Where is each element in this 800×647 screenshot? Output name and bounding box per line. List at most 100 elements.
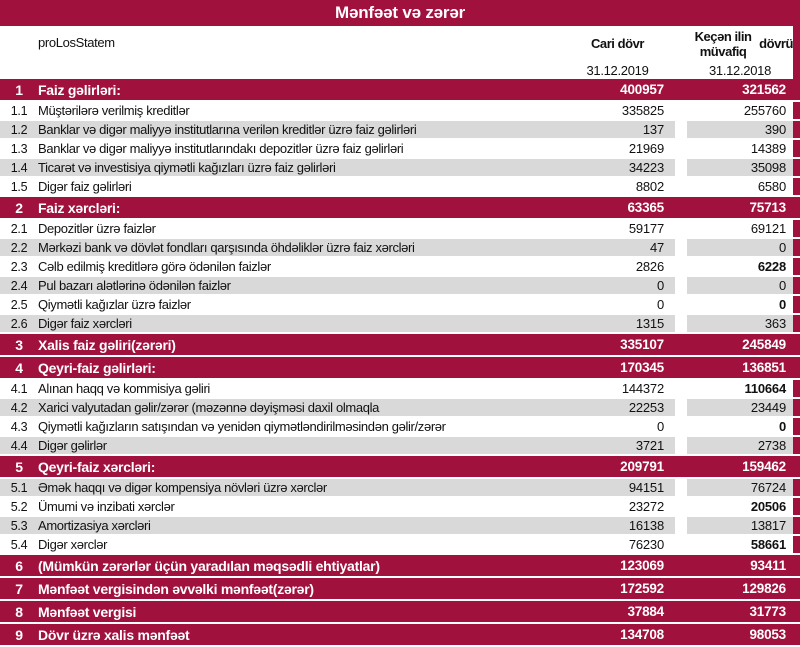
value-previous: 31773 (749, 604, 786, 619)
right-border-strip (793, 536, 800, 553)
row-label: Mənfəət vergisindən əvvəlki mənfəət(zərə… (38, 580, 314, 597)
right-border-strip (793, 140, 800, 157)
value-previous: 69121 (750, 221, 786, 236)
right-border-strip (793, 334, 800, 355)
value-previous: 0 (778, 419, 786, 434)
value-current: 16138 (560, 517, 675, 534)
report-title-bar: Mənfəət və zərər (0, 0, 800, 26)
value-current: 23272 (628, 499, 664, 514)
row-number: 2.5 (10, 297, 28, 312)
right-border-strip (793, 380, 800, 397)
header-label-cell: proLosStatem (38, 26, 560, 79)
value-previous: 321562 (742, 82, 786, 97)
right-border-strip (793, 624, 800, 645)
value-current: 144372 (621, 381, 664, 396)
value-previous: 98053 (749, 627, 786, 642)
right-border-strip (793, 258, 800, 275)
value-current: 400957 (620, 82, 664, 97)
row-number: 4.4 (0, 437, 38, 454)
right-border-strip (793, 79, 800, 100)
data-row: 5.4 Digər xərclər 76230 58661 (0, 536, 800, 555)
current-period-date: 31.12.2019 (586, 63, 649, 78)
row-label: Qiymətli kağızların satışından və yenidə… (38, 419, 446, 434)
row-number: 2.1 (10, 221, 28, 236)
row-number: 1.3 (10, 141, 28, 156)
row-number: 2.6 (0, 315, 38, 332)
row-label: Pul bazarı alətlərinə ödənilən faizlər (38, 277, 560, 294)
row-label: Mənfəət vergisi (38, 603, 137, 620)
data-row: 1.5 Digər faiz gəlirləri 8802 6580 (0, 178, 800, 197)
data-row: 4.3 Qiymətli kağızların satışından və yen… (0, 418, 800, 437)
column-gap (675, 334, 687, 355)
value-current: 0 (656, 419, 664, 434)
right-border-strip (793, 26, 800, 79)
row-number: 5.4 (10, 537, 28, 552)
row-label: Müştərilərə verilmiş kreditlər (38, 103, 190, 118)
data-row: 1.3 Banklar və digər maliyyə institutları… (0, 140, 800, 159)
previous-period-date: 31.12.2018 (708, 63, 772, 78)
row-label: Qeyri-faiz gəlirləri: (38, 359, 156, 376)
right-border-strip (793, 121, 800, 138)
value-current: 3721 (560, 437, 675, 454)
row-number: 6 (15, 557, 23, 574)
row-number: 1.2 (0, 121, 38, 138)
value-current: 0 (656, 297, 664, 312)
row-label: Cəlb edilmiş kreditlərə görə ödənilən fa… (38, 259, 271, 274)
right-border-strip (793, 418, 800, 435)
data-row: 4.4 Digər gəlirlər 3721 2738 (0, 437, 800, 456)
row-label: Faiz xərcləri: (38, 199, 121, 216)
right-border-strip (793, 296, 800, 313)
value-current: 47 (560, 239, 675, 256)
value-current: 209791 (620, 459, 664, 474)
value-previous: 35098 (687, 159, 793, 176)
data-row: 1.2 Banklar və digər maliyyə institutları… (0, 121, 800, 140)
column-gap (675, 418, 687, 435)
value-previous: 58661 (750, 537, 786, 552)
value-current: 37884 (627, 604, 664, 619)
data-row: 4.1 Alınan haqq və kommisiya gəliri 144372… (0, 380, 800, 399)
row-label: Banklar və digər maliyyə institutlarında… (38, 141, 404, 156)
row-label: Alınan haqq və kommisiya gəliri (38, 381, 210, 396)
row-number: 1.1 (10, 103, 28, 118)
right-border-strip (793, 159, 800, 176)
data-row: 5.3 Amortizasiya xərcləri 16138 13817 (0, 517, 800, 536)
value-current: 123069 (620, 558, 664, 573)
right-border-strip (793, 197, 800, 218)
column-gap (675, 277, 687, 294)
row-label: Banklar və digər maliyyə institutlarına … (38, 121, 560, 138)
section-row: 2 Faiz xərcləri: 63365 75713 (0, 197, 800, 220)
row-label: Digər faiz xərcləri (38, 315, 560, 332)
value-current: 1315 (560, 315, 675, 332)
data-row: 5.2 Ümumi və inzibati xərclər 23272 20506 (0, 498, 800, 517)
column-gap (675, 624, 687, 645)
value-previous: 6228 (757, 259, 786, 274)
row-label: Digər gəlirlər (38, 437, 560, 454)
column-gap (675, 197, 687, 218)
value-current: 137 (560, 121, 675, 138)
right-border-strip (793, 437, 800, 454)
data-row: 2.6 Digər faiz xərcləri 1315 363 (0, 315, 800, 334)
column-gap (675, 517, 687, 534)
row-number: 1 (15, 81, 23, 98)
column-gap (675, 380, 687, 397)
column-gap (675, 140, 687, 157)
column-header-current: Cari dövr 31.12.2019 (560, 26, 675, 79)
row-number: 5.1 (0, 479, 38, 496)
value-previous: 14389 (750, 141, 786, 156)
row-number: 5 (15, 458, 23, 475)
section-row: 4 Qeyri-faiz gəlirləri: 170345 136851 (0, 357, 800, 380)
value-previous: 110664 (744, 381, 787, 396)
statement-code-label: proLosStatem (38, 35, 115, 50)
value-current: 2826 (635, 259, 664, 274)
row-label: Faiz gəlirləri: (38, 81, 121, 98)
right-border-strip (793, 517, 800, 534)
value-current: 170345 (620, 360, 664, 375)
value-previous: 6580 (757, 179, 786, 194)
right-border-strip (793, 239, 800, 256)
value-current: 63365 (627, 200, 664, 215)
row-number: 3 (15, 336, 23, 353)
value-current: 22253 (560, 399, 675, 416)
column-gap (675, 121, 687, 138)
column-gap (675, 239, 687, 256)
column-gap (675, 536, 687, 553)
